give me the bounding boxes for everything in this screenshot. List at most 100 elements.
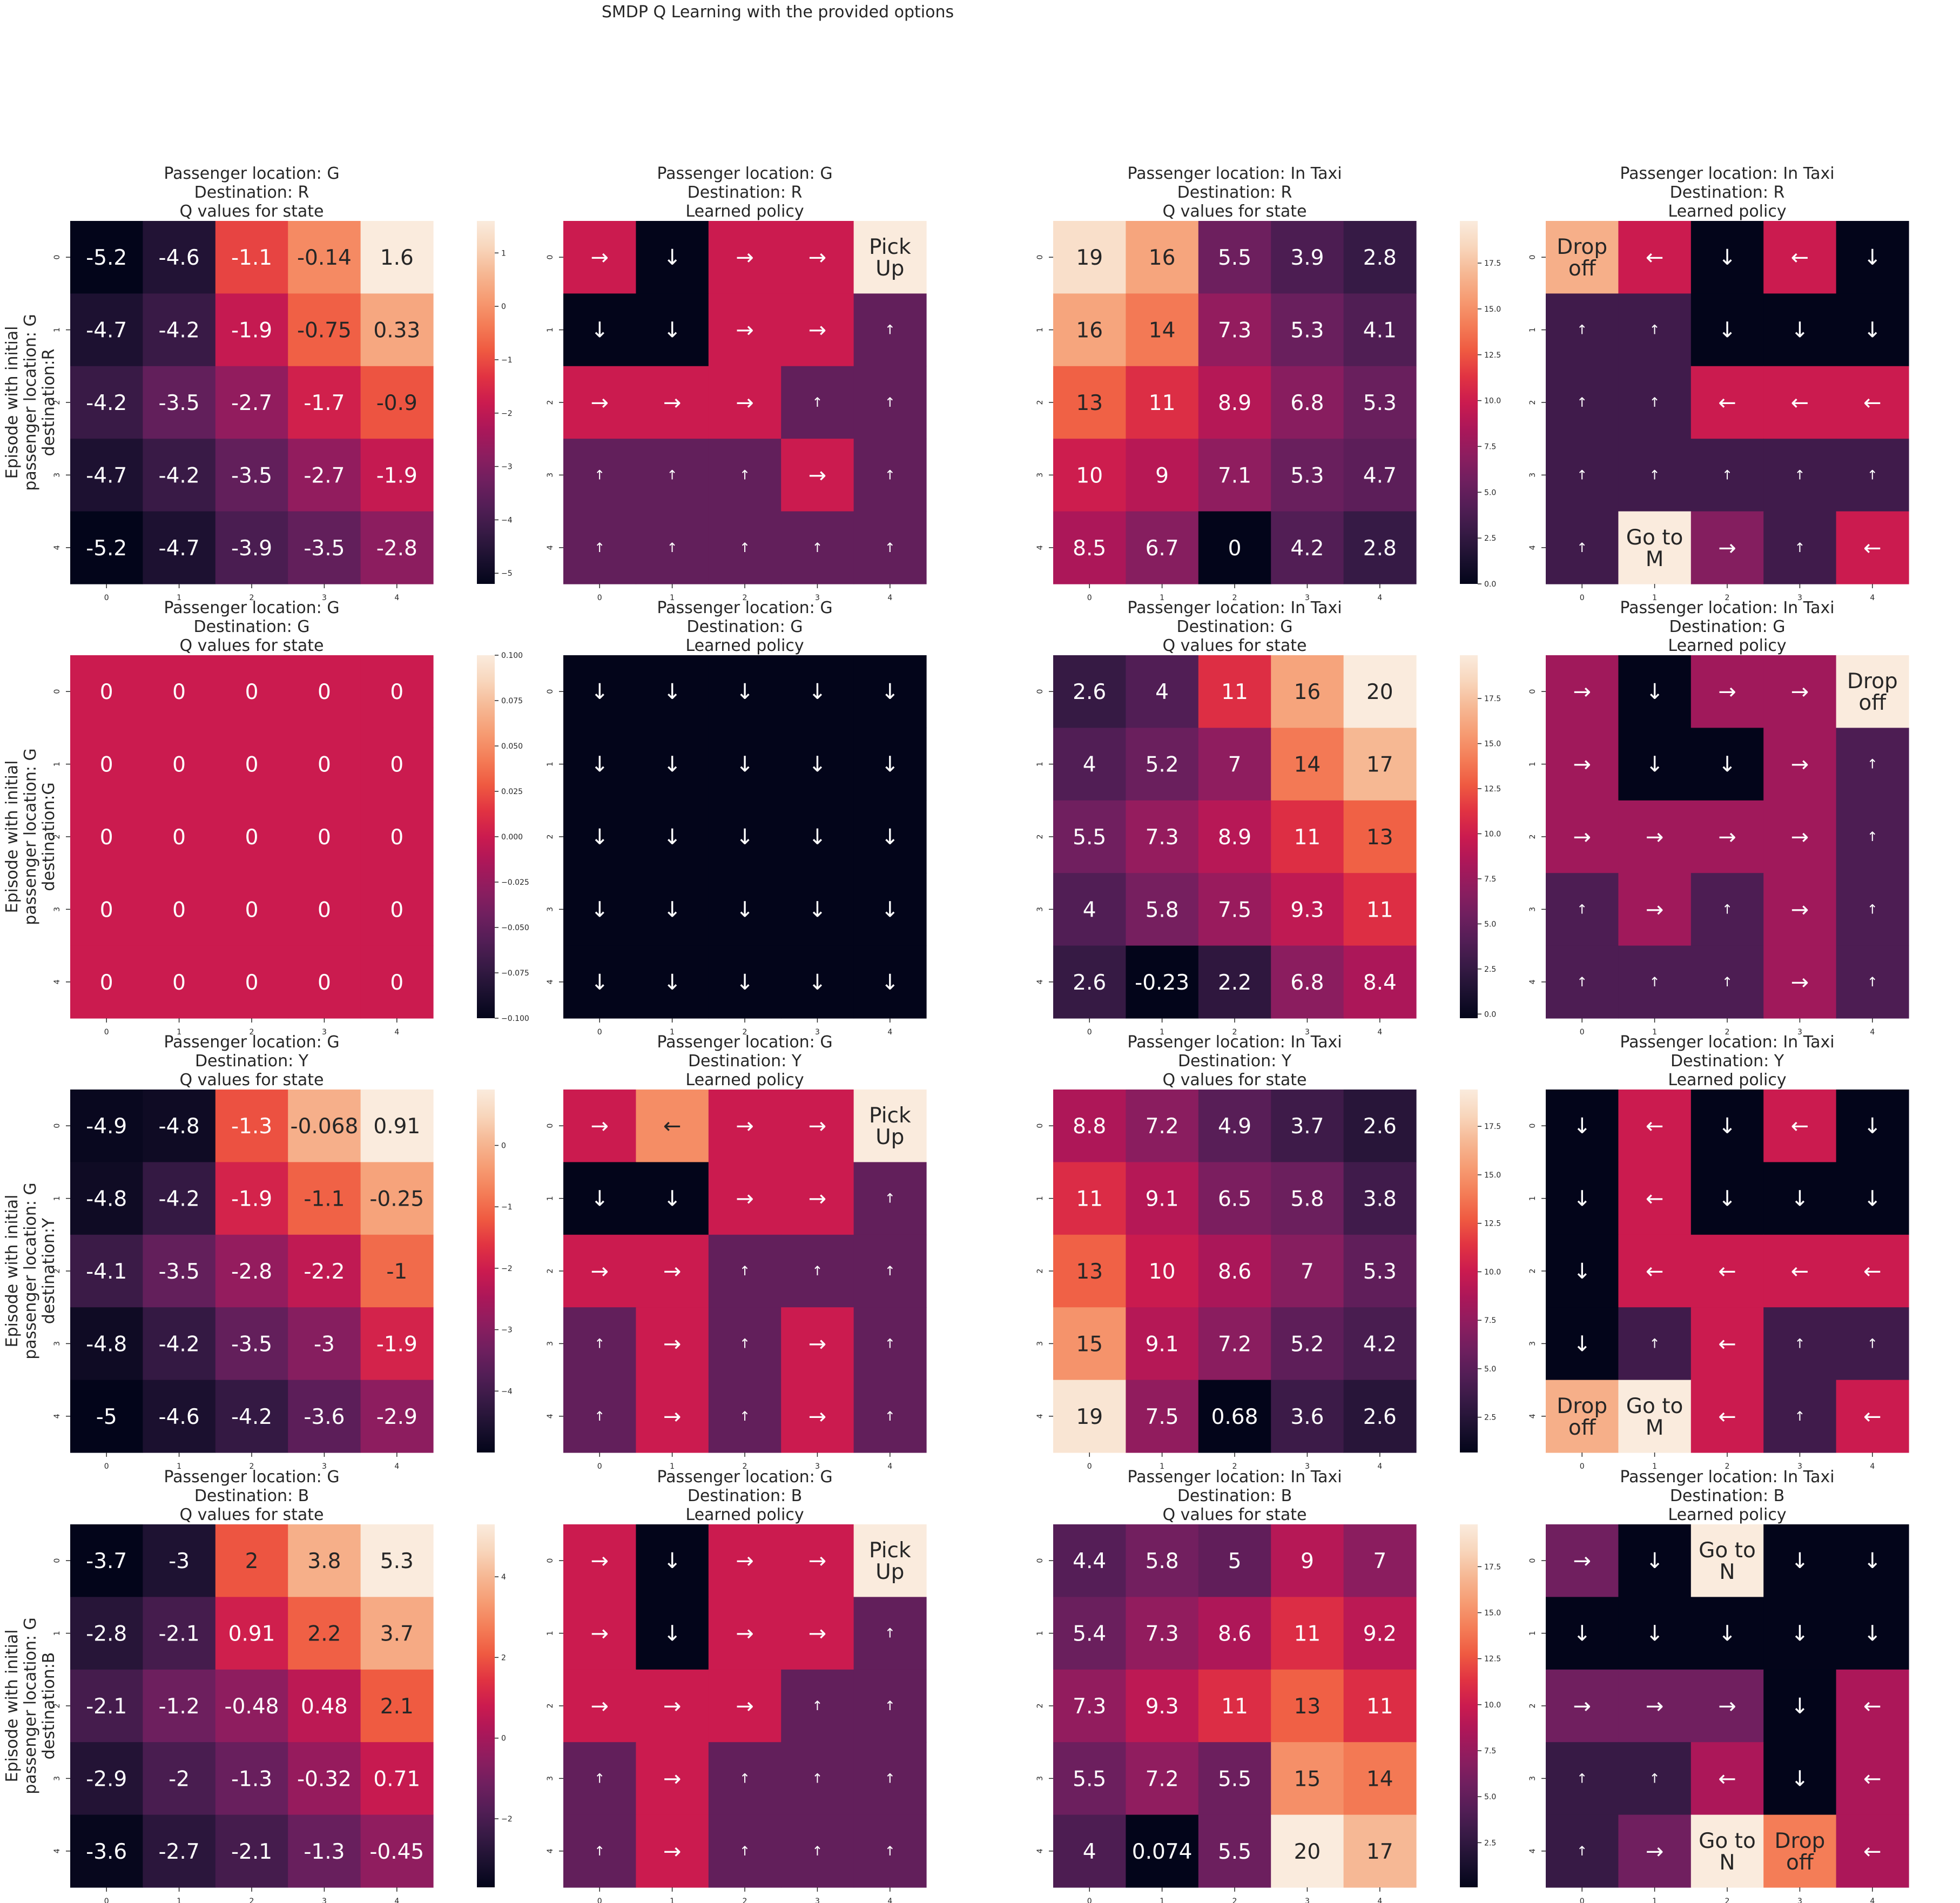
heatmap-cell xyxy=(215,1380,288,1453)
cell-action-arrow: ↑ xyxy=(594,467,605,482)
cell-action-arrow: ↓ xyxy=(1718,752,1736,777)
heatmap-cell xyxy=(1546,728,1619,801)
heatmap-cell xyxy=(1198,366,1271,439)
y-tick-label: 4 xyxy=(546,1414,555,1418)
cell-action-arrow: ↑ xyxy=(885,322,895,338)
cell-value-label: 0.48 xyxy=(301,1694,348,1719)
cell-value-label: 4 xyxy=(1083,753,1096,777)
heatmap-cell xyxy=(1271,221,1344,294)
cell-value-label: 5.3 xyxy=(1363,1260,1397,1284)
heatmap-cell xyxy=(1618,1669,1692,1743)
heatmap-cell xyxy=(1546,1380,1619,1453)
cell-value-label: 4.2 xyxy=(1363,1332,1397,1356)
heatmap-cell xyxy=(636,1669,709,1743)
heatmap-cell xyxy=(360,873,434,946)
y-tick-label: 1 xyxy=(53,1631,62,1636)
heatmap-cell xyxy=(1763,945,1837,1019)
cell-action-arrow: ↑ xyxy=(1577,974,1587,990)
cell-action-arrow: → xyxy=(736,1114,754,1139)
heatmap-cell xyxy=(288,728,361,801)
y-tick-label: 1 xyxy=(546,762,555,766)
colorbar-tick-label: 7.5 xyxy=(1484,875,1496,884)
heatmap-cell xyxy=(1546,873,1619,946)
cell-value-label: 0 xyxy=(100,825,113,850)
heatmap-cell xyxy=(70,728,143,801)
heatmap-cell xyxy=(1618,366,1692,439)
row-label-line: Episode with initial xyxy=(3,1194,22,1347)
cell-value-label: 0 xyxy=(245,825,259,850)
heatmap-cell xyxy=(70,1234,143,1308)
heatmap-cell xyxy=(781,366,854,439)
x-tick-label: 1 xyxy=(1160,594,1164,602)
x-tick-label: 2 xyxy=(1725,1462,1730,1471)
heatmap-cell xyxy=(1763,1814,1837,1888)
cell-action-arrow: ↓ xyxy=(1573,1114,1591,1139)
heatmap-cell xyxy=(708,511,782,584)
heatmap-cell xyxy=(1271,1524,1344,1597)
heatmap-cell xyxy=(143,800,216,873)
cell-action-arrow: ↑ xyxy=(885,1409,895,1424)
heatmap-cell xyxy=(636,439,709,512)
cell-action-arrow: ↑ xyxy=(885,1263,895,1279)
heatmap-cell xyxy=(1546,655,1619,728)
cell-value-label: 0 xyxy=(245,680,259,704)
heatmap-cell xyxy=(563,366,636,439)
cell-action-arrow: ↑ xyxy=(885,1844,895,1859)
heatmap-cell xyxy=(1618,293,1692,367)
cell-value-label: 13 xyxy=(1076,391,1103,415)
cell-action-arrow: ↑ xyxy=(1577,540,1587,555)
cell-action-arrow: ↑ xyxy=(739,1263,750,1279)
x-tick-label: 3 xyxy=(322,594,327,602)
heatmap-cell xyxy=(1343,655,1417,728)
cell-value-label: -1.7 xyxy=(304,391,345,415)
cell-value-label: 8.9 xyxy=(1218,391,1251,415)
heatmap-cell xyxy=(215,1307,288,1381)
heatmap-cell xyxy=(1271,439,1344,512)
heatmap-cell xyxy=(708,1380,782,1453)
cell-value-label: -3.7 xyxy=(86,1549,127,1573)
cell-value-label: 0 xyxy=(318,898,331,922)
heatmap-cell xyxy=(1836,511,1909,584)
cell-action-arrow: ← xyxy=(1718,391,1736,415)
cell-action-arrow: ↑ xyxy=(1577,1844,1587,1859)
heatmap-cell xyxy=(1053,1162,1126,1235)
heatmap-cell xyxy=(1546,439,1619,512)
heatmap-cell xyxy=(708,1742,782,1815)
cell-value-label: -2.8 xyxy=(376,536,417,561)
cell-action-label: Go to xyxy=(1626,526,1683,550)
row-label-line: Episode with initial xyxy=(3,326,22,479)
cell-action-arrow: → xyxy=(809,1114,827,1139)
colorbar xyxy=(1460,655,1478,1018)
panel-title-line: Q values for state xyxy=(1162,1071,1306,1090)
colorbar-tick-label: 10.0 xyxy=(1484,1268,1501,1276)
panel-title-line: Learned policy xyxy=(1668,1071,1786,1090)
heatmap-cell xyxy=(143,1669,216,1743)
cell-value-label: 9.1 xyxy=(1146,1187,1179,1212)
cell-action-label: Drop xyxy=(1557,235,1607,259)
heatmap-cell xyxy=(1690,1307,1764,1381)
cell-value-label: 11 xyxy=(1366,1694,1393,1719)
cell-value-label: -0.068 xyxy=(291,1114,359,1139)
cell-action-arrow: ↑ xyxy=(885,1336,895,1351)
cell-value-label: 5 xyxy=(1228,1549,1242,1573)
cell-value-label: -4.9 xyxy=(86,1114,127,1139)
y-tick-label: 0 xyxy=(1036,689,1045,694)
cell-action-arrow: → xyxy=(1646,825,1664,850)
x-tick-label: 2 xyxy=(250,594,254,602)
cell-action-arrow: ↓ xyxy=(590,1187,609,1212)
heatmap-cell xyxy=(143,1524,216,1597)
cell-value-label: -3.5 xyxy=(159,1260,200,1284)
heatmap-cell xyxy=(215,655,288,728)
cell-value-label: 14 xyxy=(1366,1767,1393,1791)
heatmap-cell xyxy=(1126,1090,1199,1162)
cell-action-arrow: ↑ xyxy=(1867,757,1878,772)
panel-title-line: Passenger location: G xyxy=(657,599,832,617)
heatmap-cell xyxy=(1618,1380,1692,1453)
panel-title-line: Q values for state xyxy=(179,636,324,655)
panel-title-line: Learned policy xyxy=(1668,1505,1786,1524)
y-tick-label: 3 xyxy=(1528,473,1537,478)
y-tick-label: 1 xyxy=(53,327,62,332)
